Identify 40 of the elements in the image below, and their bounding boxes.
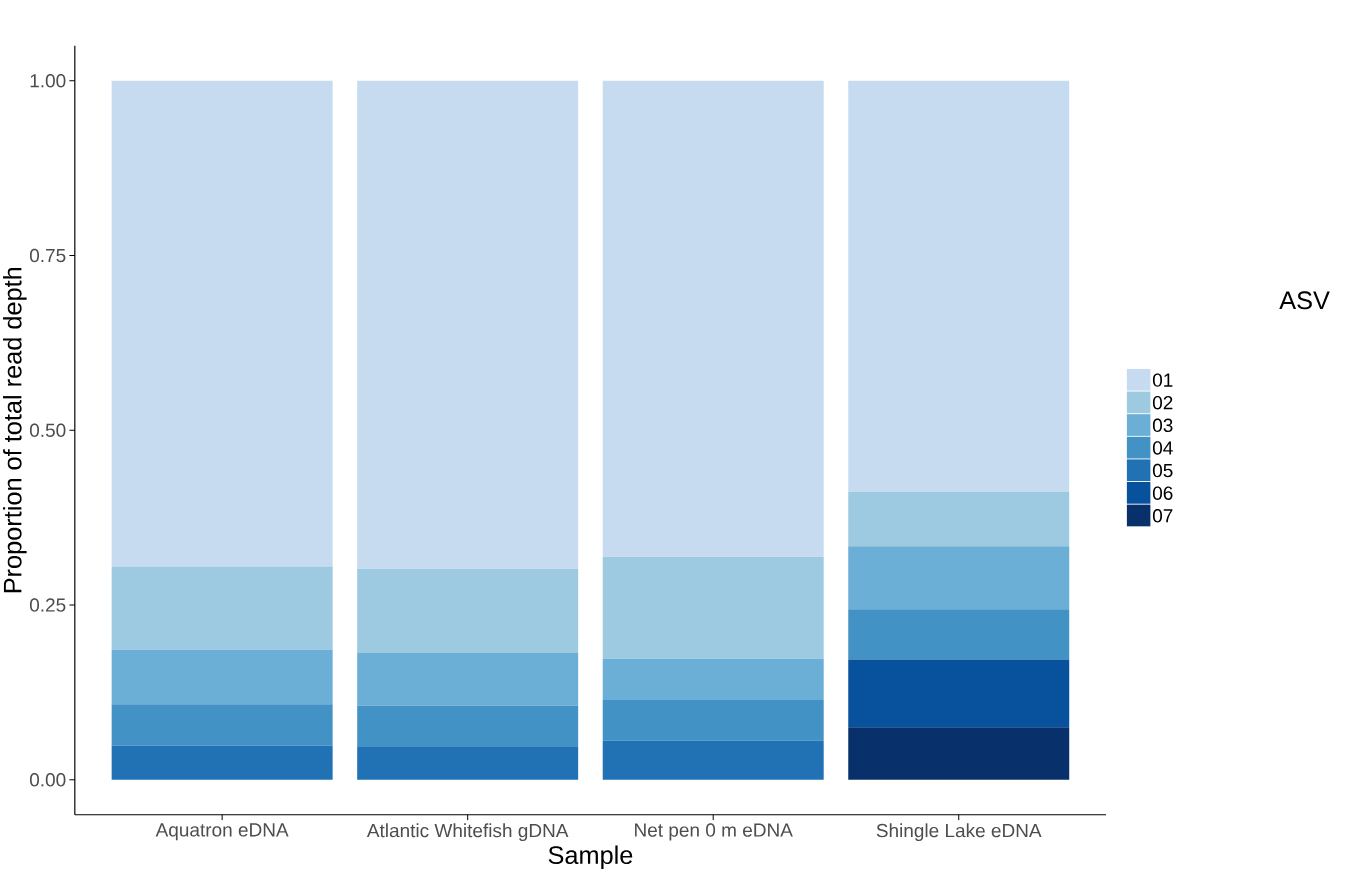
y-tick-label: 1.00: [30, 73, 66, 88]
y-tick-label: 0.00: [29, 773, 66, 787]
bar: [357, 652, 579, 706]
y-tick-label: 0.75: [29, 248, 66, 263]
legend-label: 05: [1152, 463, 1173, 478]
y-tick-label: 0.25: [29, 598, 66, 612]
legend-label: 01: [1152, 373, 1173, 387]
bar: [848, 609, 1070, 660]
legend-label: 02: [1152, 395, 1173, 410]
bar: [357, 746, 579, 780]
x-tick-label: Shingle Lake eDNA: [876, 823, 1042, 842]
bar: [602, 80, 824, 557]
legend-label: 03: [1152, 418, 1173, 433]
x-tick-label: Aquatron eDNA: [155, 823, 289, 841]
bar: [602, 556, 824, 659]
bar: [111, 704, 333, 746]
x-tick-label: Atlantic Whitefish gDNA: [366, 823, 569, 842]
bar: [357, 705, 579, 747]
bar: [848, 491, 1070, 547]
bar: [848, 80, 1070, 492]
x-axis-title: Sample: [548, 845, 633, 870]
bar: [602, 740, 824, 780]
bar: [602, 700, 824, 741]
bar: [111, 566, 333, 650]
legend-label: 07: [1152, 509, 1173, 523]
bar: [111, 80, 333, 567]
x-tick-label: Net pen 0 m eDNA: [635, 823, 793, 841]
bar: [848, 659, 1070, 728]
bar: [111, 649, 333, 705]
bar: [848, 546, 1070, 610]
bar: [848, 727, 1070, 780]
bar: [111, 745, 333, 780]
y-tick-label: 0.50: [29, 423, 66, 437]
bar: [602, 658, 824, 701]
bar: [357, 568, 579, 653]
legend-label: 06: [1152, 486, 1173, 500]
legend-title: ASV: [1279, 291, 1330, 310]
legend-label: 04: [1152, 441, 1173, 455]
y-axis-title: Proportion of total read depth: [3, 267, 27, 593]
bar: [357, 80, 579, 569]
